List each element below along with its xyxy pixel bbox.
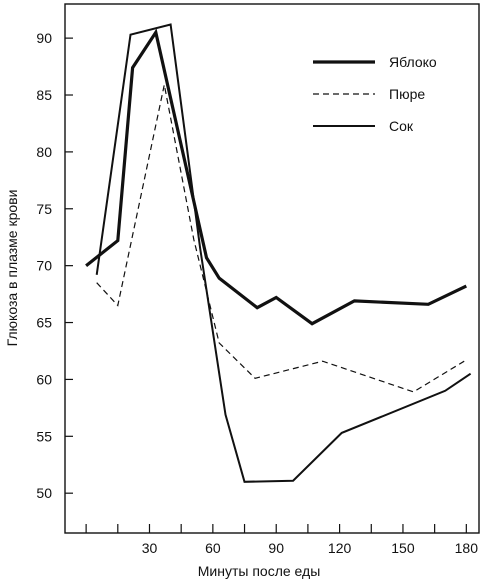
x-axis: 30 60 90 120 150 180 bbox=[85, 524, 479, 556]
series-path bbox=[96, 84, 465, 393]
series-path bbox=[95, 23, 472, 483]
legend-label: Пюре bbox=[389, 86, 425, 102]
x-tick-label: 150 bbox=[391, 540, 415, 556]
x-tick-label: 60 bbox=[205, 540, 221, 556]
y-tick-label: 75 bbox=[36, 201, 52, 217]
y-axis-title: Глюкоза в плазме крови bbox=[4, 190, 20, 347]
y-tick-label: 85 bbox=[36, 87, 52, 103]
legend-label: Сок bbox=[389, 118, 414, 134]
series-line-3 bbox=[95, 23, 472, 483]
series-line-2 bbox=[96, 84, 465, 393]
legend: Яблоко Пюре Сок bbox=[313, 54, 437, 134]
y-tick-label: 50 bbox=[36, 485, 52, 501]
series-line-1 bbox=[85, 28, 467, 326]
y-tick-label: 80 bbox=[36, 144, 52, 160]
legend-label: Яблоко bbox=[389, 54, 437, 70]
y-tick-label: 65 bbox=[36, 315, 52, 331]
plot-frame bbox=[64, 3, 480, 534]
y-tick-label: 70 bbox=[36, 258, 52, 274]
series-layer bbox=[85, 23, 472, 483]
y-tick-label: 60 bbox=[36, 371, 52, 387]
x-tick-label: 120 bbox=[328, 540, 352, 556]
x-tick-label: 90 bbox=[268, 540, 284, 556]
y-tick-label: 90 bbox=[36, 30, 52, 46]
x-tick-label: 30 bbox=[142, 540, 158, 556]
x-axis-title: Минуты после еды bbox=[198, 563, 321, 579]
x-tick-label: 180 bbox=[455, 540, 479, 556]
y-axis: 50 55 60 65 70 75 80 85 90 bbox=[36, 30, 73, 501]
y-tick-label: 55 bbox=[36, 428, 52, 444]
series-path bbox=[85, 28, 467, 326]
